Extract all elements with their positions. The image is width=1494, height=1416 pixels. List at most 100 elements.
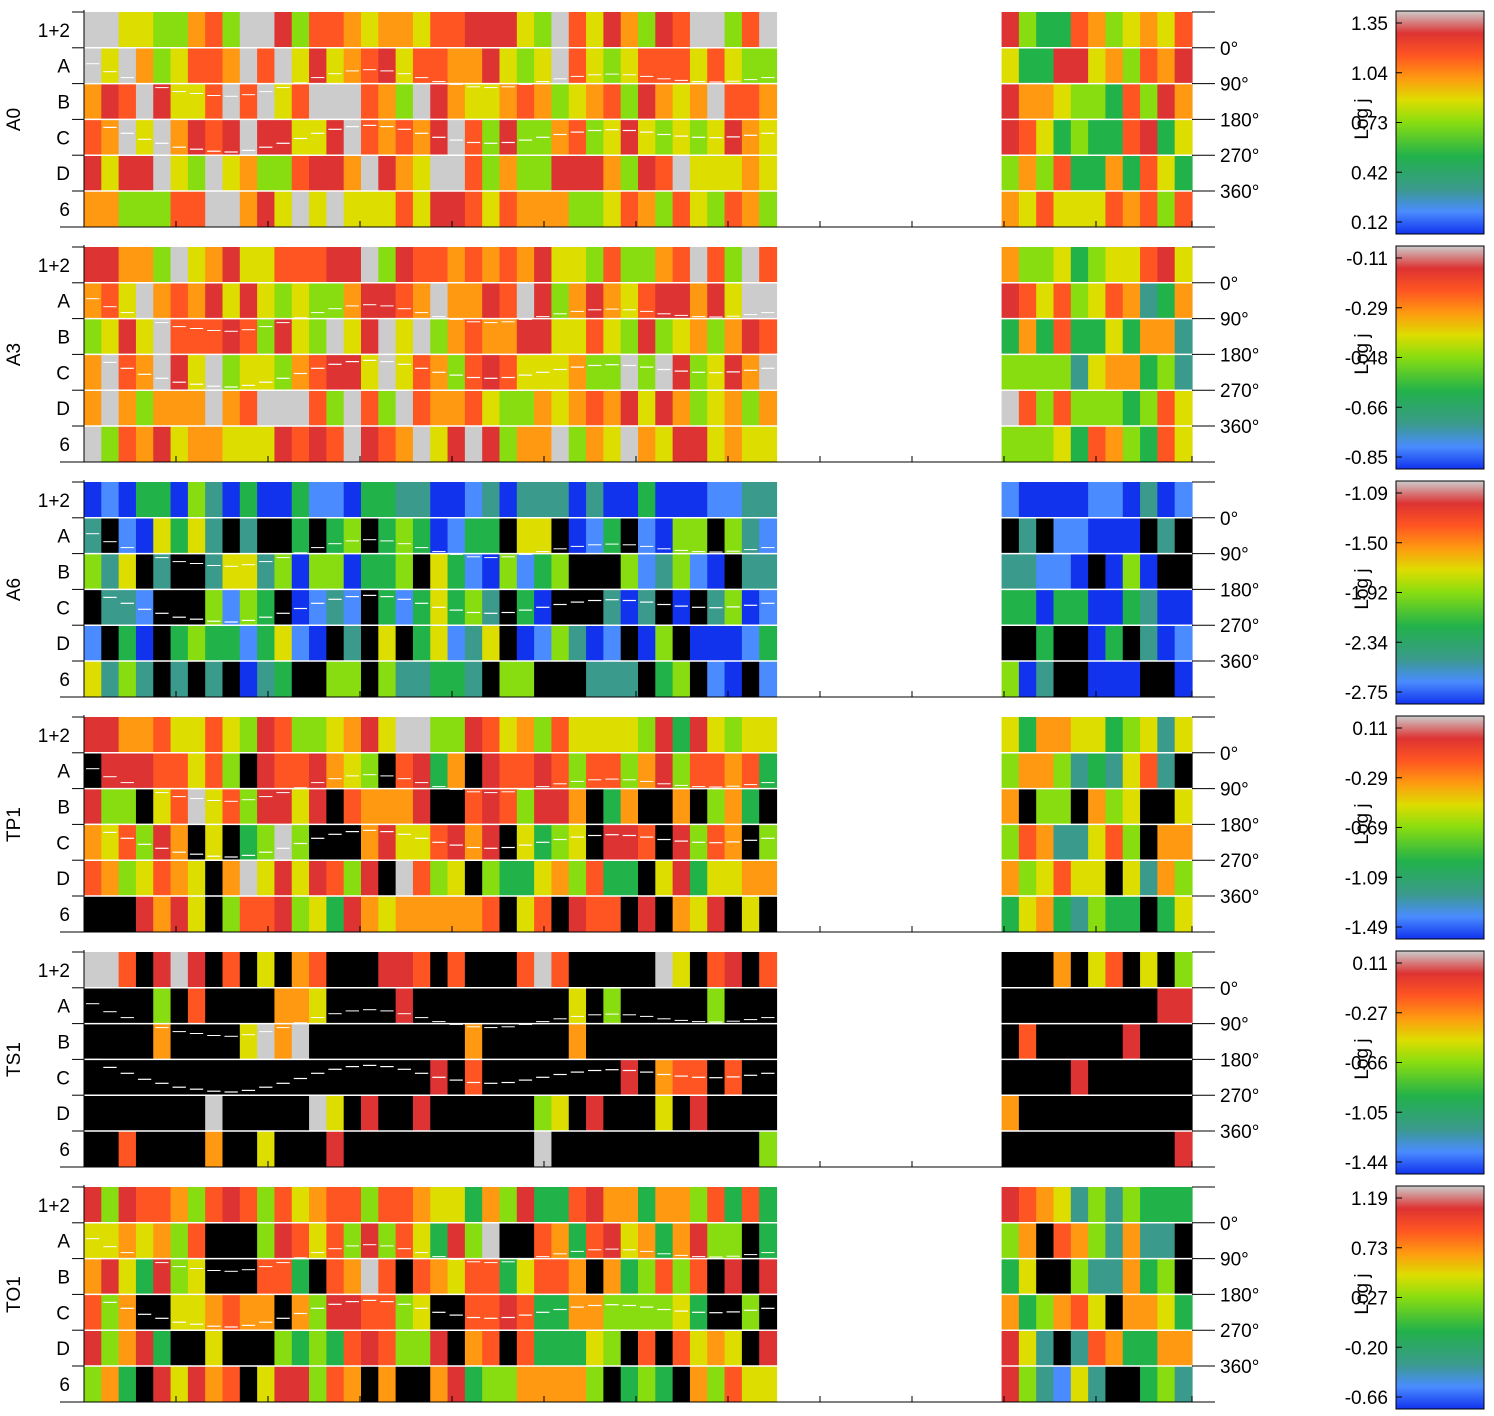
heatmap-cell	[1053, 1187, 1072, 1224]
heatmap-cell	[1036, 517, 1055, 555]
row-label: D	[56, 399, 70, 420]
heatmap-cell	[1036, 12, 1055, 49]
heatmap-cell	[1018, 717, 1037, 754]
heatmap-cell	[724, 752, 743, 790]
heatmap-cell	[378, 155, 397, 192]
heatmap-cell	[638, 47, 656, 85]
heatmap-cell	[741, 318, 760, 355]
heatmap-cell	[516, 625, 535, 662]
heatmap-cell	[499, 1366, 518, 1403]
heatmap-cell	[1070, 1258, 1089, 1295]
heatmap-cell	[257, 1222, 276, 1260]
heatmap-cell	[482, 1095, 501, 1132]
heatmap-cell	[309, 717, 327, 754]
heatmap-cell	[239, 589, 258, 626]
heatmap-cell	[499, 1131, 518, 1168]
heatmap-cell	[1105, 788, 1124, 825]
heatmap-cell	[187, 390, 206, 427]
heatmap-cell	[412, 482, 431, 519]
heatmap-cell	[499, 1059, 518, 1096]
heatmap-cell	[534, 47, 553, 85]
heatmap-cell	[395, 426, 414, 463]
heatmap-cell	[1036, 155, 1055, 192]
heatmap-cell	[1036, 282, 1055, 320]
heatmap-cell	[239, 1294, 258, 1331]
heatmap-cell	[620, 1366, 639, 1403]
heatmap-cell	[1122, 1023, 1141, 1060]
heatmap-cell	[603, 553, 622, 590]
heatmap-cell	[724, 1131, 743, 1168]
heatmap-cell	[395, 83, 414, 120]
heatmap-cell	[1088, 1222, 1107, 1260]
heatmap-cell	[395, 717, 414, 754]
heatmap-cell	[205, 824, 224, 861]
heatmap-cell	[1088, 1095, 1107, 1132]
heatmap-cell	[1122, 1294, 1141, 1331]
heatmap-cell	[170, 247, 189, 284]
heatmap-cell	[1088, 390, 1107, 427]
heatmap-cell	[499, 12, 518, 49]
heatmap-cell	[534, 860, 553, 897]
heatmap-cell	[274, 553, 293, 590]
heatmap-cell	[135, 390, 154, 427]
heatmap-cell	[205, 517, 224, 555]
heatmap-cell	[603, 247, 622, 284]
heatmap-cell	[655, 155, 674, 192]
heatmap-cell	[239, 553, 258, 590]
heatmap-cell	[759, 1187, 778, 1224]
heatmap-cell	[1157, 354, 1176, 391]
heatmap-cell	[309, 1330, 327, 1367]
heatmap-cell	[672, 1059, 691, 1096]
heatmap-cell	[655, 788, 674, 825]
heatmap-cell	[222, 1023, 241, 1060]
heatmap-cell	[361, 426, 379, 463]
heatmap-cell	[1122, 247, 1141, 284]
heatmap-cell	[551, 1366, 570, 1403]
heatmap-cell	[135, 83, 154, 120]
heatmap-cell	[326, 426, 345, 463]
heatmap-cell	[689, 553, 708, 590]
heatmap-cell	[724, 952, 743, 989]
heatmap-cell	[239, 83, 258, 120]
heatmap-cell	[534, 517, 553, 555]
heatmap-cell	[672, 987, 691, 1025]
heatmap-cell	[1105, 12, 1124, 49]
heatmap-cell	[603, 824, 622, 861]
heatmap-cell	[482, 482, 501, 519]
heatmap-cell	[187, 354, 206, 391]
heatmap-cell	[343, 1294, 362, 1331]
heatmap-cell	[1053, 896, 1072, 933]
heatmap-cell	[135, 896, 154, 933]
heatmap-cell	[135, 661, 154, 698]
heatmap-cell	[707, 717, 726, 754]
heatmap-cell	[257, 318, 276, 355]
heatmap-cell	[1001, 860, 1020, 897]
heatmap-cell	[1070, 752, 1089, 790]
heatmap-cell	[620, 1294, 639, 1331]
heatmap-cell	[759, 860, 778, 897]
heatmap-cell	[412, 788, 431, 825]
heatmap-cell	[378, 1023, 397, 1060]
colorbar-tick-label: -1.05	[1345, 1103, 1388, 1124]
panel-name: TO1	[4, 1276, 25, 1313]
heatmap-cell	[118, 247, 137, 284]
heatmap-cell	[464, 426, 483, 463]
heatmap-cell	[551, 1330, 570, 1367]
heatmap-cell	[551, 788, 570, 825]
heatmap-cell	[1157, 860, 1176, 897]
heatmap-cell	[516, 119, 535, 156]
heatmap-cell	[689, 47, 708, 85]
heatmap-cell	[603, 1222, 622, 1260]
heatmap-cell	[672, 119, 691, 156]
heatmap-cell	[343, 1222, 362, 1260]
heatmap-cell	[1036, 83, 1055, 120]
heatmap-cell	[222, 1131, 241, 1168]
heatmap-cell	[1105, 155, 1124, 192]
heatmap-cell	[689, 1023, 708, 1060]
heatmap-cell	[1018, 12, 1037, 49]
heatmap-cell	[1157, 318, 1176, 355]
heatmap-cell	[482, 824, 501, 861]
heatmap-cell	[84, 318, 102, 355]
heatmap-cell	[153, 717, 172, 754]
heatmap-cell	[551, 1023, 570, 1060]
